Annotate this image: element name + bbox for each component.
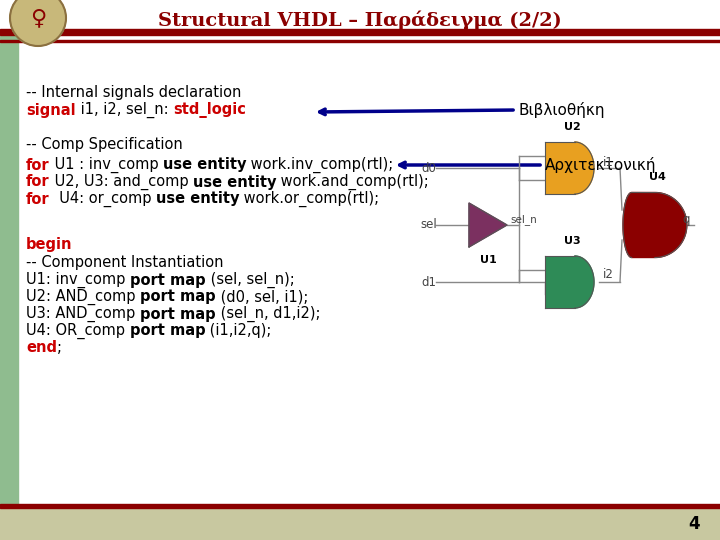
Text: work.or_comp(rtl);: work.or_comp(rtl); (239, 191, 379, 207)
Text: port map: port map (130, 273, 206, 287)
Text: (sel, sel_n);: (sel, sel_n); (206, 272, 294, 288)
Text: for: for (26, 174, 50, 190)
Text: port map: port map (140, 307, 215, 321)
Text: Structural VHDL – Παράδειγμα (2/2): Structural VHDL – Παράδειγμα (2/2) (158, 10, 562, 30)
Text: begin: begin (26, 238, 73, 253)
Text: U3: U3 (564, 236, 580, 246)
Bar (0, 36, 18, 504)
Bar (0, 508, 720, 540)
Text: for: for (26, 192, 50, 206)
Text: U4: OR_comp: U4: OR_comp (26, 323, 130, 339)
Text: 4: 4 (688, 515, 700, 533)
Text: port map: port map (130, 323, 205, 339)
Text: -- Internal signals declaration: -- Internal signals declaration (26, 84, 241, 99)
Text: work.and_comp(rtl);: work.and_comp(rtl); (276, 174, 429, 190)
Text: use entity: use entity (163, 158, 246, 172)
Text: U3: AND_comp: U3: AND_comp (26, 306, 140, 322)
Text: use entity: use entity (156, 192, 239, 206)
Polygon shape (575, 256, 594, 308)
Text: U4: or_comp: U4: or_comp (50, 191, 156, 207)
Text: sel: sel (420, 219, 437, 232)
Text: (d0, sel, i1);: (d0, sel, i1); (216, 289, 308, 305)
Text: Βιβλιοθήκη: Βιβλιοθήκη (518, 102, 605, 118)
Text: i2: i2 (603, 268, 614, 281)
Text: std_logic: std_logic (173, 102, 246, 118)
Text: sel_n: sel_n (510, 214, 536, 226)
Text: U2, U3: and_comp: U2, U3: and_comp (50, 174, 193, 190)
Text: i1, i2, sel_n:: i1, i2, sel_n: (76, 102, 173, 118)
Text: work.inv_comp(rtl);: work.inv_comp(rtl); (246, 157, 394, 173)
Text: use entity: use entity (193, 174, 276, 190)
Bar (0, 29, 720, 35)
Text: U1: inv_comp: U1: inv_comp (26, 272, 130, 288)
Text: d1: d1 (421, 275, 436, 288)
Text: signal: signal (26, 103, 76, 118)
Bar (0, 504, 720, 508)
Text: d0: d0 (421, 161, 436, 174)
Text: -- Component Instantiation: -- Component Instantiation (26, 255, 223, 271)
Polygon shape (469, 203, 507, 247)
Bar (544, 256, 575, 308)
Text: i1: i1 (603, 156, 614, 168)
Text: U1: U1 (480, 255, 496, 265)
Text: end: end (26, 341, 57, 355)
Text: (sel_n, d1,i2);: (sel_n, d1,i2); (215, 306, 320, 322)
Text: U2: U2 (564, 122, 580, 132)
Polygon shape (575, 142, 594, 194)
Bar (0, 40, 720, 42)
Text: q: q (682, 213, 690, 226)
Text: U1 : inv_comp: U1 : inv_comp (50, 157, 163, 173)
Polygon shape (623, 192, 687, 258)
Text: (i1,i2,q);: (i1,i2,q); (205, 323, 271, 339)
Text: -- Comp Specification: -- Comp Specification (26, 138, 183, 152)
Circle shape (10, 0, 66, 46)
Text: Αρχιτεκτονική: Αρχιτεκτονική (545, 157, 657, 173)
Bar (544, 142, 575, 194)
Text: for: for (26, 158, 50, 172)
Text: ;: ; (57, 341, 62, 355)
Text: U2: AND_comp: U2: AND_comp (26, 289, 140, 305)
Text: U4: U4 (649, 172, 665, 183)
Text: ♀: ♀ (30, 8, 46, 28)
Text: port map: port map (140, 289, 216, 305)
